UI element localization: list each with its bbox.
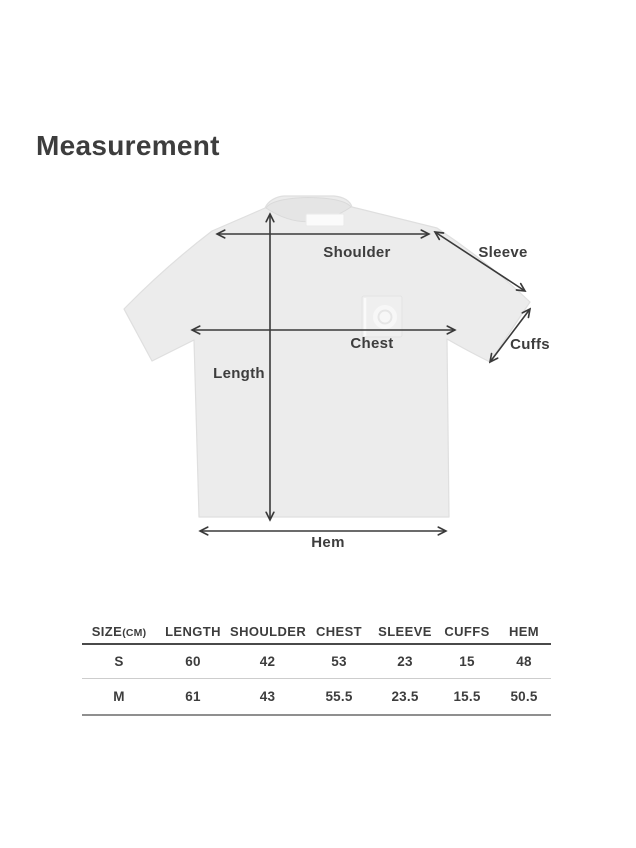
size-table: SIZE(CM) LENGTH SHOULDER CHEST SLEEVE CU… [82, 620, 551, 716]
sleeve-label: Sleeve [478, 244, 528, 261]
value-cell: 43 [230, 678, 305, 716]
chest-label: Chest [350, 335, 394, 352]
cuffs-arrow [490, 309, 530, 362]
value-cell: 15 [437, 644, 497, 679]
pocket-logo-detail [377, 309, 393, 325]
value-cell: 55.5 [305, 678, 373, 716]
value-cell: 42 [230, 644, 305, 679]
page-title: Measurement [36, 130, 220, 161]
shirt-graphic [123, 195, 531, 518]
shoulder-label: Shoulder [323, 244, 391, 261]
value-cell: 15.5 [437, 678, 497, 716]
cuffs-label: Cuffs [510, 336, 550, 353]
pocket-logo-icon [373, 305, 397, 329]
size-cell: S [82, 644, 156, 679]
table-header-row: SIZE(CM) LENGTH SHOULDER CHEST SLEEVE CU… [82, 620, 551, 645]
column-header-length: LENGTH [156, 620, 230, 645]
value-cell: 23.5 [373, 678, 437, 716]
neck-label [305, 213, 345, 227]
value-cell: 48 [497, 644, 551, 679]
size-cell: M [82, 678, 156, 716]
value-cell: 23 [373, 644, 437, 679]
sleeve-arrow [435, 232, 525, 291]
value-cell: 61 [156, 678, 230, 716]
column-header-shoulder: SHOULDER [230, 620, 306, 645]
table-row-size-m: M 61 43 55.5 23.5 15.5 50.5 [82, 678, 551, 716]
column-header-hem: HEM [497, 620, 551, 645]
size-table-section: SIZE(CM) LENGTH SHOULDER CHEST SLEEVE CU… [82, 620, 551, 716]
column-header-chest: CHEST [305, 620, 373, 645]
value-cell: 50.5 [497, 678, 551, 716]
size-unit: (CM) [122, 627, 147, 639]
length-label: Length [213, 365, 265, 382]
table-row-size-s: S 60 42 53 23 15 48 [82, 644, 551, 679]
column-header-sleeve: SLEEVE [373, 620, 437, 645]
hem-label: Hem [311, 534, 345, 551]
value-cell: 53 [305, 644, 373, 679]
column-header-size: SIZE(CM) [82, 620, 156, 645]
column-header-cuffs: CUFFS [437, 620, 497, 645]
value-cell: 60 [156, 644, 230, 679]
shirt-measurement-diagram [123, 195, 560, 566]
